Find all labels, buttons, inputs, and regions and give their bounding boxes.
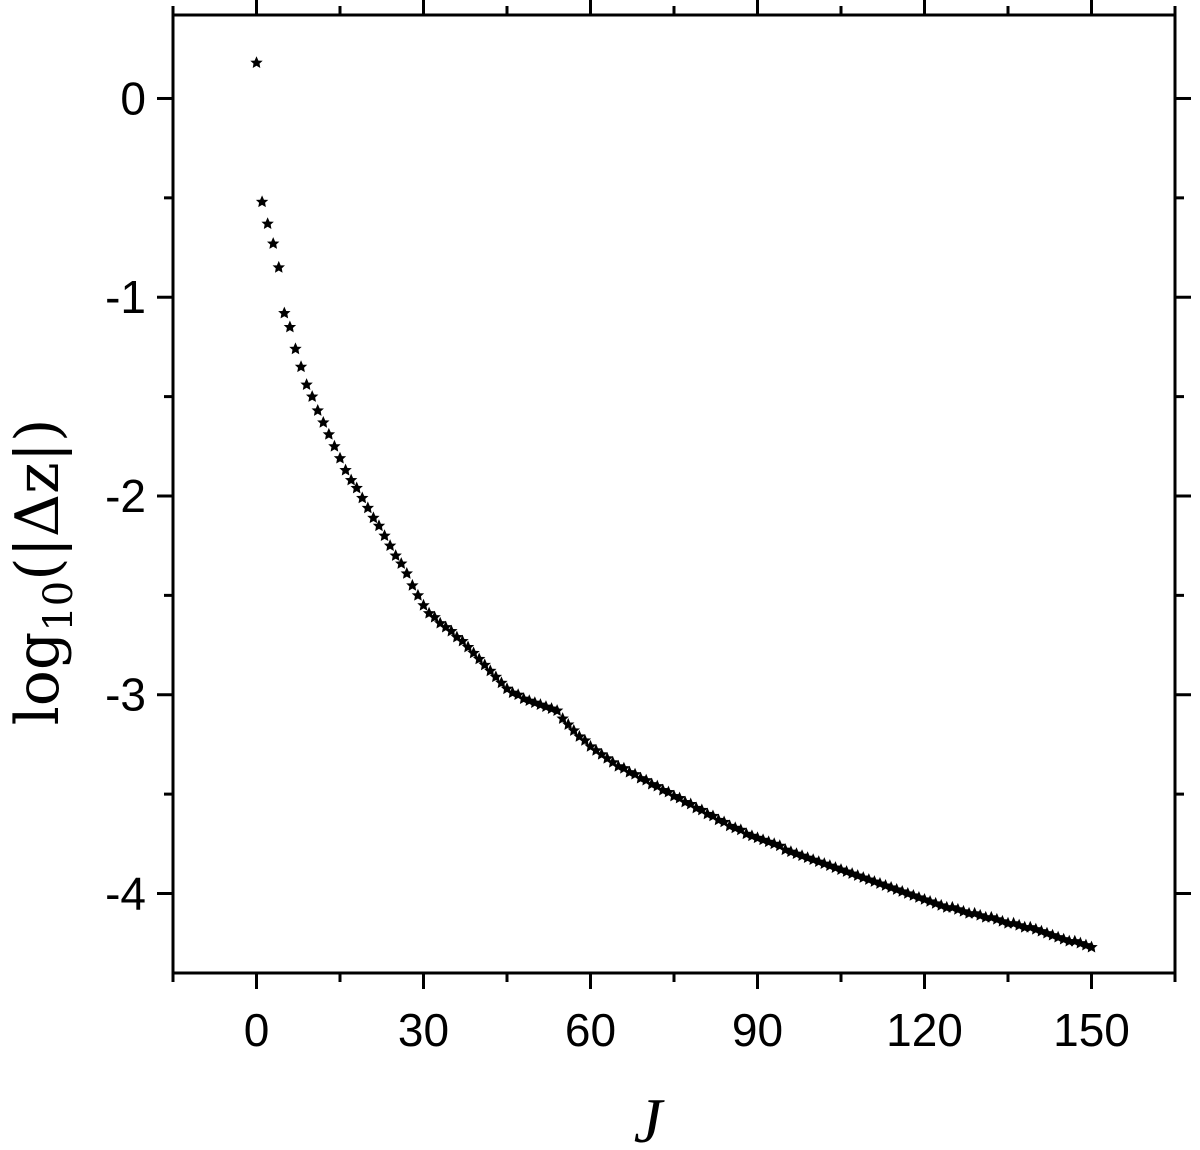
y-tick-label: -1: [105, 271, 146, 323]
data-point: [250, 56, 263, 69]
axis-ticks: [157, 0, 1191, 989]
y-tick-label: 0: [120, 72, 146, 124]
data-point: [317, 415, 330, 428]
y-axis-title-prefix: log: [3, 632, 73, 726]
data-point: [406, 578, 419, 591]
data-point: [389, 549, 402, 561]
data-point: [267, 237, 280, 249]
x-tick-labels: 0 30 60 90 120 150: [244, 1004, 1130, 1056]
plot-frame: [171, 13, 1177, 975]
data-point: [328, 439, 341, 452]
data-point: [361, 501, 375, 514]
data-point: [294, 360, 308, 373]
x-tick-label: 150: [1053, 1004, 1130, 1056]
data-point: [367, 511, 380, 524]
data-point: [272, 260, 285, 273]
data-point: [333, 451, 347, 464]
x-tick-label: 30: [398, 1004, 449, 1056]
y-tick-label: -4: [105, 867, 146, 919]
data-point: [344, 473, 358, 486]
data-point: [339, 463, 352, 476]
x-axis-title: J: [634, 1085, 665, 1150]
data-point: [417, 598, 430, 611]
data-point: [289, 342, 302, 355]
y-axis-title: log10(|Δz|): [3, 419, 82, 726]
y-tick-label: -3: [105, 669, 146, 721]
y-axis-title-suffix: (|Δz|): [3, 419, 73, 581]
data-point: [400, 567, 413, 579]
y-tick-labels: 0 -1 -2 -3 -4: [105, 72, 146, 919]
data-point: [283, 320, 297, 333]
data-point: [383, 539, 397, 551]
data-point: [356, 491, 369, 504]
data-point: [300, 378, 313, 390]
data-point: [261, 217, 274, 229]
data-point: [378, 529, 391, 542]
data-point: [305, 390, 319, 402]
y-tick-label: -2: [105, 470, 146, 522]
data-point: [311, 404, 324, 416]
x-tick-label: 60: [565, 1004, 616, 1056]
x-tick-label: 0: [244, 1004, 270, 1056]
x-tick-label: 120: [886, 1004, 963, 1056]
x-tick-label: 90: [732, 1004, 783, 1056]
y-axis-title-subscript: 10: [36, 581, 82, 632]
data-points: [250, 56, 1098, 953]
data-point: [322, 427, 336, 440]
data-point: [278, 306, 291, 319]
data-point: [255, 195, 269, 208]
data-point: [411, 588, 425, 601]
